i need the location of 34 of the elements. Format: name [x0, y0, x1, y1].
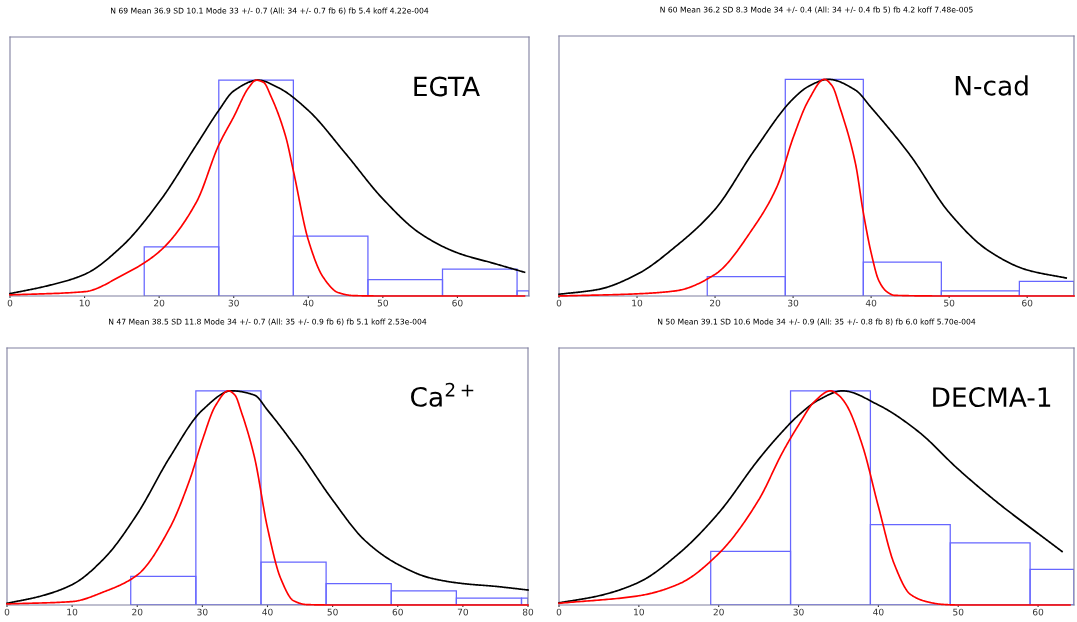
x-tick-label: 10: [67, 608, 78, 616]
x-tick-label: 60: [452, 299, 463, 307]
x-tick-label: 50: [953, 608, 964, 616]
x-tick-label: 30: [228, 299, 239, 307]
x-tick-label: 60: [1022, 299, 1033, 307]
x-tick-label: 30: [788, 299, 799, 307]
annotation: EGTA: [414, 76, 480, 97]
x-tick-label: 30: [197, 608, 208, 616]
x-tick-label: 20: [154, 299, 165, 307]
x-tick-label: 30: [793, 608, 804, 616]
x-tick-label: 60: [392, 608, 403, 616]
x-tick-label: 70: [457, 608, 469, 616]
x-tick-label: 50: [944, 299, 955, 307]
x-tick-label: 40: [302, 299, 314, 307]
x-tick-label: 80: [522, 608, 534, 616]
x-tick-label: 10: [632, 299, 643, 307]
x-tick-label: 50: [327, 608, 338, 616]
x-tick-label: 10: [634, 608, 644, 616]
x-tick-label: 50: [377, 299, 388, 307]
x-tick-label: 20: [709, 299, 721, 307]
x-tick-label: 20: [713, 608, 724, 616]
annotation: DECMA-1: [933, 387, 1051, 408]
x-tick-label: 40: [262, 608, 273, 616]
x-tick-label: 60: [1032, 608, 1044, 616]
x-tick-label: 40: [865, 299, 877, 307]
x-tick-label: 40: [873, 608, 884, 616]
annotation: Ca$^{2+}$: [411, 382, 474, 407]
x-tick-label: 0: [556, 608, 562, 616]
annotation: N-cad: [955, 75, 1028, 96]
x-tick-label: 0: [556, 299, 562, 307]
x-tick-label: 0: [7, 299, 13, 307]
x-tick-label: 10: [79, 299, 90, 307]
x-tick-label: 20: [132, 608, 143, 616]
x-tick-label: 0: [4, 608, 10, 616]
